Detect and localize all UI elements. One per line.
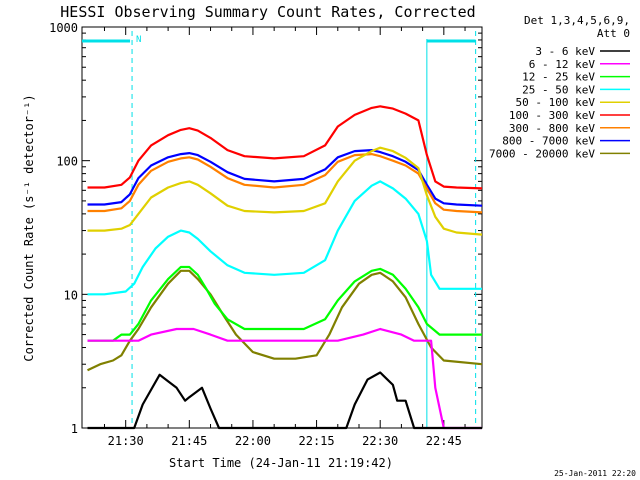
- series-line-1: [87, 327, 482, 430]
- y-axis-label: Corrected Count Rate (s⁻¹ detector⁻¹): [22, 94, 36, 361]
- series-line-3: [87, 180, 482, 296]
- legend-label-8: 7000 - 20000 keV: [489, 147, 595, 160]
- legend-label-1: 6 - 12 keV: [529, 58, 596, 71]
- legend-label-4: 50 - 100 keV: [516, 96, 596, 109]
- timestamp: 25-Jan-2011 22:20: [554, 469, 636, 478]
- series-line-4: [87, 146, 483, 236]
- series-line-8: [87, 269, 483, 372]
- legend-label-3: 25 - 50 keV: [522, 83, 595, 96]
- night-label: N: [136, 35, 141, 45]
- legend-label-0: 3 - 6 keV: [535, 45, 595, 58]
- legend-label-5: 100 - 300 keV: [509, 109, 595, 122]
- x-tick-label-3: 22:15: [299, 434, 335, 448]
- x-tick-label-4: 22:30: [362, 434, 398, 448]
- legend-header-line-1: Det 1,3,4,5,6,9,: [524, 14, 630, 27]
- series-line-5: [87, 105, 483, 190]
- chart-title: HESSI Observing Summary Count Rates, Cor…: [60, 3, 475, 21]
- legend-label-6: 300 - 800 keV: [509, 122, 595, 135]
- legend-label-7: 800 - 7000 keV: [502, 135, 595, 148]
- y-tick-label-0: 1: [71, 422, 78, 436]
- x-tick-label-2: 22:00: [235, 434, 271, 448]
- series-line-2: [87, 265, 482, 342]
- legend-header-line-2: Att 0: [597, 27, 630, 40]
- x-tick-label-0: 21:30: [108, 434, 144, 448]
- x-tick-label-1: 21:45: [171, 434, 207, 448]
- y-tick-label-1: 10: [64, 288, 78, 302]
- y-tick-label-3: 1000: [49, 21, 78, 35]
- y-tick-label-2: 100: [56, 155, 78, 169]
- series-line-7: [87, 149, 483, 207]
- x-axis-label: Start Time (24-Jan-11 21:19:42): [169, 456, 393, 470]
- series-line-0: [87, 371, 482, 430]
- legend-label-2: 12 - 25 keV: [522, 71, 595, 84]
- x-tick-label-5: 22:45: [426, 434, 462, 448]
